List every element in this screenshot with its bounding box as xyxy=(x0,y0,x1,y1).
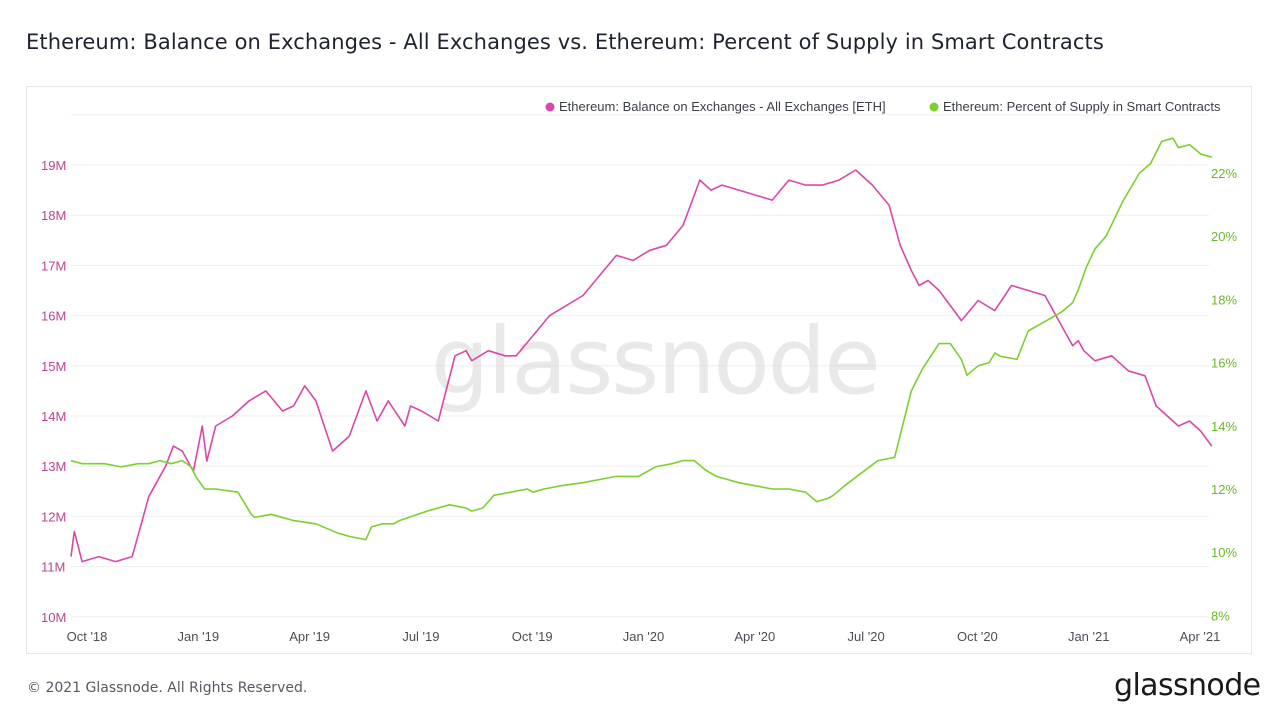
x-tick-label: Jan '21 xyxy=(1068,629,1110,644)
left-tick-label: 15M xyxy=(41,359,66,374)
x-tick-label: Apr '21 xyxy=(1180,629,1221,644)
watermark-logo: glassnode xyxy=(431,308,879,415)
x-tick-label: Jul '20 xyxy=(848,629,885,644)
left-tick-label: 17M xyxy=(41,258,66,273)
legend-item-balance[interactable]: Ethereum: Balance on Exchanges - All Exc… xyxy=(559,99,886,114)
chart-title: Ethereum: Balance on Exchanges - All Exc… xyxy=(26,30,1104,54)
legend-dot-percent xyxy=(929,102,939,112)
x-tick-label: Apr '20 xyxy=(734,629,775,644)
left-tick-label: 10M xyxy=(41,610,66,625)
chart: glassnode 10M 11M 12M 13M 14M 15M 16M 17M 18M 19M… xyxy=(41,99,1237,644)
right-tick-label: 12% xyxy=(1211,482,1237,497)
x-axis: Oct '18 Jan '19 Apr '19 Jul '19 Oct '19 Jan '… xyxy=(67,629,1221,644)
right-tick-label: 8% xyxy=(1211,608,1230,623)
left-tick-label: 16M xyxy=(41,309,66,324)
x-tick-label: Oct '18 xyxy=(67,629,108,644)
copyright-footer: © 2021 Glassnode. All Rights Reserved. xyxy=(27,680,308,696)
x-tick-label: Jan '19 xyxy=(178,629,220,644)
x-tick-label: Jul '19 xyxy=(402,629,439,644)
left-tick-label: 14M xyxy=(41,409,66,424)
left-tick-label: 12M xyxy=(41,509,66,524)
x-tick-label: Jan '20 xyxy=(623,629,665,644)
brand-logo: glassnode xyxy=(1114,668,1261,703)
x-tick-label: Oct '20 xyxy=(957,629,998,644)
balance-series-line xyxy=(70,169,1213,563)
left-tick-label: 11M xyxy=(41,560,65,575)
right-axis: 8% 10% 12% 14% 16% 18% 20% 22% xyxy=(1211,166,1237,623)
x-tick-label: Apr '19 xyxy=(289,629,330,644)
right-tick-label: 20% xyxy=(1211,229,1237,244)
left-tick-label: 13M xyxy=(41,459,66,474)
right-tick-label: 10% xyxy=(1211,545,1237,560)
series-group xyxy=(70,137,1213,563)
legend-item-percent[interactable]: Ethereum: Percent of Supply in Smart Con… xyxy=(943,99,1221,114)
right-tick-label: 18% xyxy=(1211,292,1237,307)
right-tick-label: 16% xyxy=(1211,356,1237,371)
legend-dot-balance xyxy=(545,102,555,112)
right-tick-label: 14% xyxy=(1211,419,1237,434)
legend[interactable]: Ethereum: Balance on Exchanges - All Exc… xyxy=(545,99,1221,114)
left-tick-label: 18M xyxy=(41,208,66,223)
left-axis: 10M 11M 12M 13M 14M 15M 16M 17M 18M 19M xyxy=(41,158,66,625)
percent-series-line xyxy=(70,137,1213,541)
chart-frame: glassnode 10M 11M 12M 13M 14M 15M 16M 17M 18M 19M… xyxy=(26,86,1252,654)
right-tick-label: 22% xyxy=(1211,166,1237,181)
x-tick-label: Oct '19 xyxy=(512,629,553,644)
left-tick-label: 19M xyxy=(41,158,66,173)
